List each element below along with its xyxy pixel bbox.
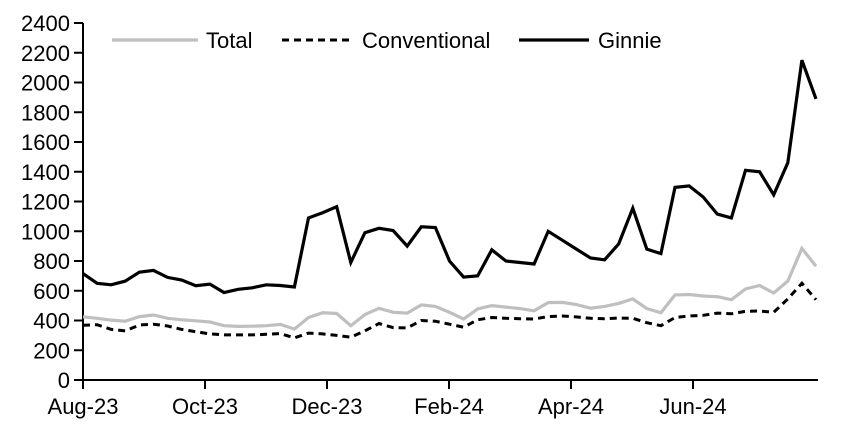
y-tick-label: 1000 bbox=[21, 219, 70, 244]
y-tick-label: 2400 bbox=[21, 11, 70, 36]
y-tick-label: 1200 bbox=[21, 190, 70, 215]
y-tick-label: 800 bbox=[33, 249, 70, 274]
x-tick-label: Oct-23 bbox=[172, 394, 238, 419]
legend-label-total: Total bbox=[206, 28, 252, 53]
x-tick-label: Dec-23 bbox=[292, 394, 363, 419]
x-tick-label: Feb-24 bbox=[414, 394, 484, 419]
y-tick-label: 400 bbox=[33, 309, 70, 334]
y-tick-label: 0 bbox=[58, 368, 70, 393]
legend-label-conventional: Conventional bbox=[362, 28, 490, 53]
y-tick-label: 2200 bbox=[21, 41, 70, 66]
y-tick-label: 200 bbox=[33, 338, 70, 363]
series-line-ginnie bbox=[82, 59, 818, 295]
x-tick-label: Apr-24 bbox=[538, 394, 604, 419]
y-tick-label: 1400 bbox=[21, 160, 70, 185]
y-tick-label: 1800 bbox=[21, 100, 70, 125]
y-tick-label: 1600 bbox=[21, 130, 70, 155]
legend-label-ginnie: Ginnie bbox=[598, 28, 662, 53]
series-line-total bbox=[82, 245, 818, 331]
x-tick-label: Jun-24 bbox=[659, 394, 726, 419]
y-tick-label: 600 bbox=[33, 279, 70, 304]
x-tick-label: Aug-23 bbox=[48, 394, 119, 419]
y-tick-label: 2000 bbox=[21, 71, 70, 96]
series-line-conventional bbox=[82, 281, 818, 340]
